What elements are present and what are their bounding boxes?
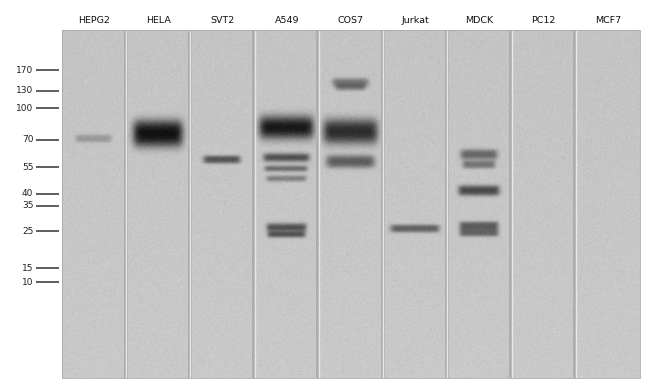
Text: 70: 70	[22, 135, 33, 144]
Text: HELA: HELA	[146, 16, 171, 25]
Text: 25: 25	[22, 227, 33, 236]
Text: HEPG2: HEPG2	[78, 16, 110, 25]
Text: 15: 15	[22, 264, 33, 273]
Text: COS7: COS7	[338, 16, 364, 25]
Text: 130: 130	[16, 87, 33, 95]
Text: PC12: PC12	[532, 16, 556, 25]
Text: 100: 100	[16, 104, 33, 113]
Text: Jurkat: Jurkat	[401, 16, 429, 25]
Text: 10: 10	[22, 278, 33, 287]
Text: 40: 40	[22, 189, 33, 198]
Bar	[62, 30, 640, 378]
Text: SVT2: SVT2	[211, 16, 235, 25]
Text: A549: A549	[274, 16, 299, 25]
Text: 170: 170	[16, 66, 33, 74]
Text: MCF7: MCF7	[595, 16, 621, 25]
Text: 55: 55	[22, 163, 33, 172]
Text: MDCK: MDCK	[465, 16, 493, 25]
Text: 35: 35	[22, 201, 33, 210]
